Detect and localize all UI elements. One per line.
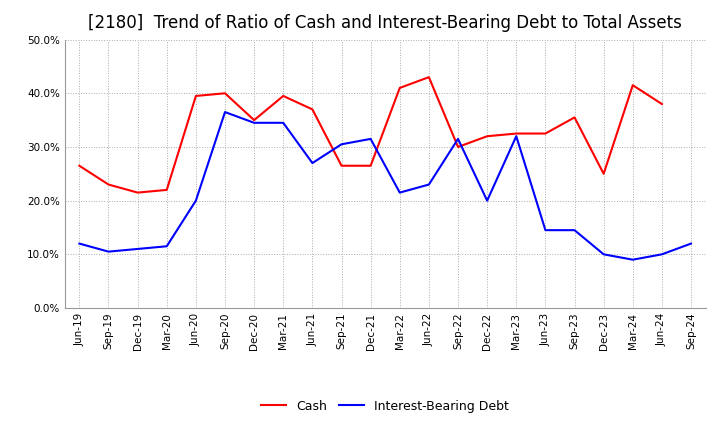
Cash xyxy=(133,190,142,195)
Cash xyxy=(541,131,550,136)
Cash xyxy=(279,93,287,99)
Line: Interest-Bearing Debt: Interest-Bearing Debt xyxy=(79,112,691,260)
Interest-Bearing Debt xyxy=(250,120,258,125)
Line: Cash: Cash xyxy=(79,77,662,193)
Cash xyxy=(657,101,666,106)
Cash xyxy=(629,83,637,88)
Interest-Bearing Debt xyxy=(425,182,433,187)
Interest-Bearing Debt xyxy=(570,227,579,233)
Interest-Bearing Debt xyxy=(133,246,142,252)
Cash xyxy=(250,117,258,123)
Cash xyxy=(337,163,346,169)
Interest-Bearing Debt xyxy=(220,110,229,115)
Cash xyxy=(192,93,200,99)
Interest-Bearing Debt xyxy=(163,244,171,249)
Interest-Bearing Debt xyxy=(512,134,521,139)
Interest-Bearing Debt xyxy=(454,136,462,142)
Interest-Bearing Debt xyxy=(541,227,550,233)
Cash xyxy=(75,163,84,169)
Cash xyxy=(425,74,433,80)
Cash xyxy=(570,115,579,120)
Cash xyxy=(366,163,375,169)
Interest-Bearing Debt xyxy=(395,190,404,195)
Legend: Cash, Interest-Bearing Debt: Cash, Interest-Bearing Debt xyxy=(256,395,514,418)
Interest-Bearing Debt xyxy=(337,142,346,147)
Interest-Bearing Debt xyxy=(483,198,492,203)
Interest-Bearing Debt xyxy=(599,252,608,257)
Cash xyxy=(220,91,229,96)
Cash xyxy=(512,131,521,136)
Cash xyxy=(308,107,317,112)
Interest-Bearing Debt xyxy=(104,249,113,254)
Interest-Bearing Debt xyxy=(308,161,317,166)
Interest-Bearing Debt xyxy=(366,136,375,142)
Cash xyxy=(599,171,608,176)
Cash xyxy=(104,182,113,187)
Cash xyxy=(483,134,492,139)
Title: [2180]  Trend of Ratio of Cash and Interest-Bearing Debt to Total Assets: [2180] Trend of Ratio of Cash and Intere… xyxy=(89,15,682,33)
Cash xyxy=(163,187,171,193)
Interest-Bearing Debt xyxy=(192,198,200,203)
Cash xyxy=(395,85,404,91)
Interest-Bearing Debt xyxy=(279,120,287,125)
Interest-Bearing Debt xyxy=(657,252,666,257)
Interest-Bearing Debt xyxy=(629,257,637,262)
Interest-Bearing Debt xyxy=(75,241,84,246)
Interest-Bearing Debt xyxy=(687,241,696,246)
Cash xyxy=(454,144,462,150)
